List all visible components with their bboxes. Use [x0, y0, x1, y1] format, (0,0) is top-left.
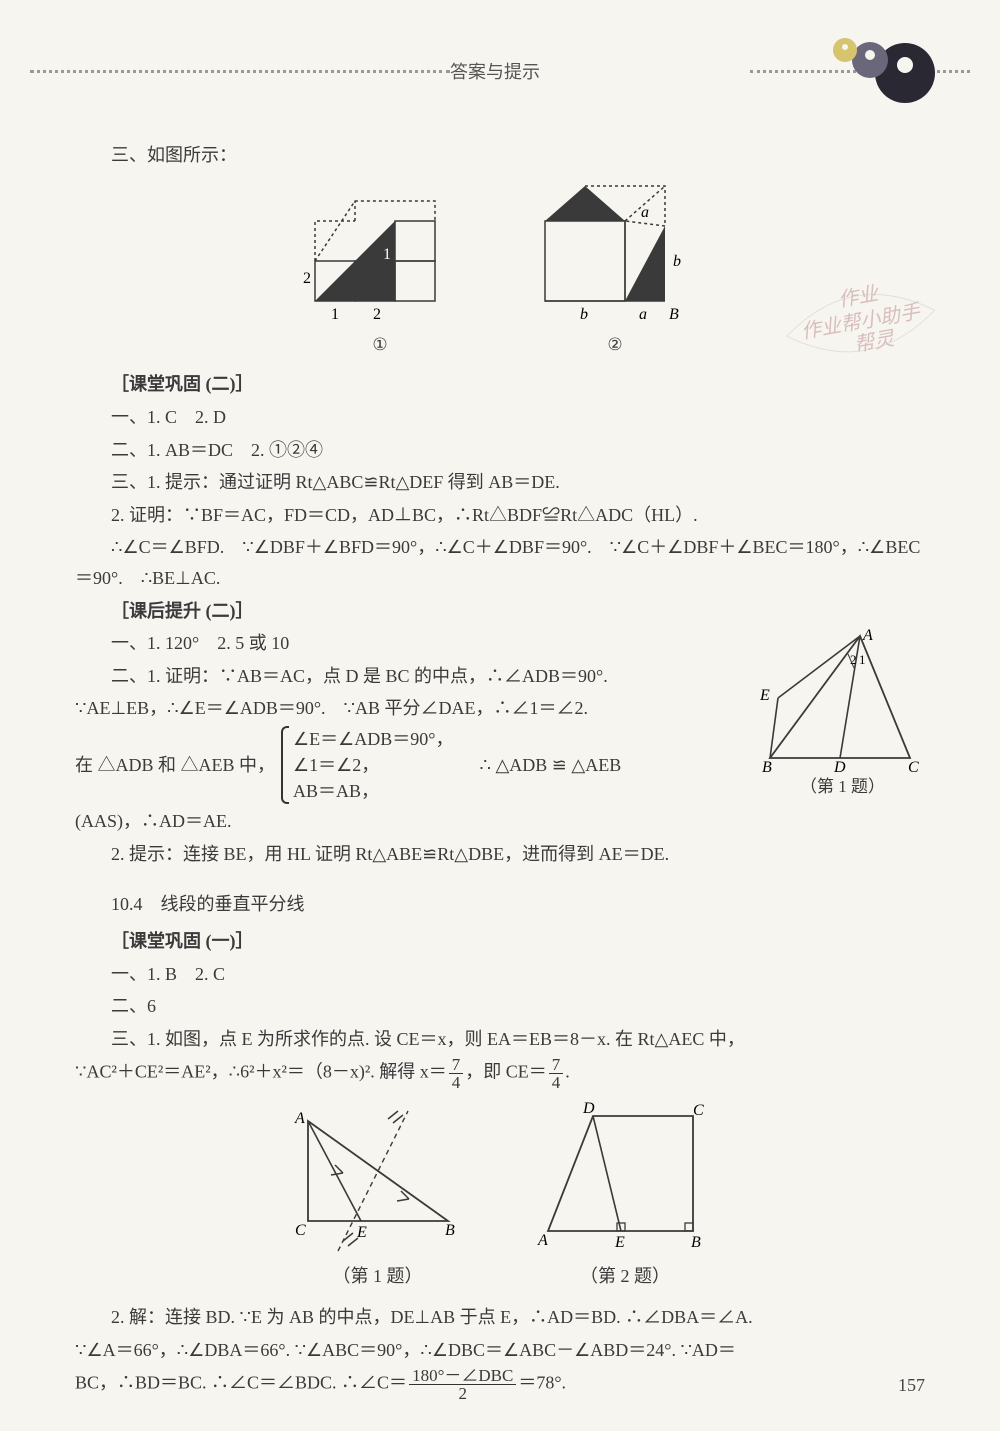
svg-text:D: D — [833, 759, 846, 773]
svg-text:E: E — [356, 1224, 367, 1241]
svg-text:B: B — [762, 759, 772, 773]
ktgg2-l5: ∴∠C＝∠BFD. ∵∠DBF＋∠BFD＝90°，∴∠C＋∠DBF＝90°. ∵… — [75, 532, 925, 593]
svg-text:b: b — [580, 306, 588, 323]
page-number: 157 — [898, 1375, 925, 1396]
frac1: 74 — [449, 1056, 464, 1091]
s104-sub: ［课堂巩固 (一)］ — [75, 926, 925, 957]
s104-title: 10.4 线段的垂直平分线 — [75, 889, 925, 920]
khts2-figure: A B D C E 2 1 （第 1 题） — [760, 628, 925, 802]
svg-text:B: B — [691, 1234, 701, 1251]
svg-text:C: C — [295, 1222, 306, 1239]
svg-text:E: E — [614, 1234, 625, 1251]
svg-text:E: E — [760, 687, 770, 704]
s104-figure-1: A C E B （第 1 题） — [283, 1101, 473, 1292]
page-header-title: 答案与提示 — [450, 58, 540, 84]
svg-text:C: C — [693, 1102, 704, 1119]
ktgg2-l4: 2. 证明：∵BF＝AC，FD＝CD，AD⊥BC，∴Rt△BDF≌Rt△ADC（… — [75, 500, 925, 531]
figure-2-caption: ② — [525, 331, 705, 360]
s104-l3b: ∵AC²＋CE²＝AE²，∴6²＋x²＝（8－x)². 解得 x＝74，即 CE… — [75, 1056, 925, 1091]
section3-head: 三、如图所示： — [75, 140, 925, 171]
khts2-l2d: (AAS)，∴AD＝AE. — [75, 806, 925, 837]
svg-text:2: 2 — [373, 306, 381, 323]
figure-2: a b b a B ② — [525, 181, 705, 360]
svg-text:1: 1 — [383, 246, 391, 263]
khts2-l3: 2. 提示：连接 BE，用 HL 证明 Rt△ABE≌Rt△DBE，进而得到 A… — [75, 839, 925, 870]
s104-sol2c-pre: BC，∴BD＝BC. ∴∠C＝∠BDC. ∴∠C＝ — [75, 1373, 407, 1393]
s104-sol2c: BC，∴BD＝BC. ∴∠C＝∠BDC. ∴∠C＝180°－∠DBC2＝78°. — [75, 1367, 925, 1402]
s104-fig1-caption: （第 1 题） — [283, 1261, 473, 1292]
svg-text:b: b — [673, 253, 681, 270]
s104-sol2c-end: ＝78°. — [518, 1373, 566, 1393]
svg-text:A: A — [294, 1110, 305, 1127]
brace-r2: ∠1＝∠2， — [293, 752, 453, 778]
ktgg2-l3: 三、1. 提示：通过证明 Rt△ABC≌Rt△DEF 得到 AB＝DE. — [75, 467, 925, 498]
figure-1: 2 1 1 2 ① — [295, 181, 465, 360]
s104-fig2-caption: （第 2 题） — [533, 1261, 718, 1292]
s104-l3b-pre: ∵AC²＋CE²＝AE²，∴6²＋x²＝（8－x)². 解得 x＝ — [75, 1062, 447, 1082]
s104-l3b-end: . — [565, 1062, 570, 1082]
figure-row-bottom: A C E B （第 1 题） A E B C D （第 2 题） — [75, 1101, 925, 1292]
brace-r3: AB＝AB， — [293, 778, 453, 804]
svg-text:A: A — [862, 628, 873, 644]
s104-sol2b: ∵∠A＝66°，∴∠DBA＝66°. ∵∠ABC＝90°，∴∠DBC＝∠ABC－… — [75, 1335, 925, 1366]
header-dots-left — [30, 70, 450, 73]
s104-l3a: 三、1. 如图，点 E 为所求作的点. 设 CE＝x，则 EA＝EB＝8－x. … — [75, 1024, 925, 1055]
khts2-figure-caption: （第 1 题） — [760, 773, 925, 802]
khts2-l2c-post: ∴ △ADB ≌ △AEB — [480, 750, 622, 781]
brace-icon — [281, 726, 289, 804]
logo — [800, 25, 940, 105]
s104-l1: 一、1. B 2. C — [75, 959, 925, 990]
figure-1-caption: ① — [295, 331, 465, 360]
svg-text:B: B — [669, 306, 679, 323]
khts2-title: ［课后提升 (二)］ — [75, 596, 925, 627]
svg-text:C: C — [908, 759, 919, 773]
svg-text:2: 2 — [850, 652, 857, 667]
svg-text:D: D — [582, 1101, 595, 1117]
svg-text:1: 1 — [859, 652, 866, 667]
frac2: 74 — [549, 1056, 564, 1091]
svg-text:作业: 作业 — [837, 283, 882, 312]
s104-sol2a: 2. 解：连接 BD. ∵E 为 AB 的中点，DE⊥AB 于点 E，∴AD＝B… — [75, 1302, 925, 1333]
svg-text:A: A — [537, 1232, 548, 1249]
svg-text:2: 2 — [303, 270, 311, 287]
brace-group: ∠E＝∠ADB＝90°， ∠1＝∠2， AB＝AB， — [281, 726, 453, 804]
svg-text:B: B — [445, 1222, 455, 1239]
brace-r1: ∠E＝∠ADB＝90°， — [293, 726, 453, 752]
khts2-l2c: 在 △ADB 和 △AEB 中， ∠E＝∠ADB＝90°， ∠1＝∠2， AB＝… — [75, 726, 750, 804]
s104-l2: 二、6 — [75, 991, 925, 1022]
frac3: 180°－∠DBC2 — [409, 1367, 516, 1402]
ktgg2-l1: 一、1. C 2. D — [75, 402, 925, 433]
svg-text:1: 1 — [331, 306, 339, 323]
khts2-l2c-pre: 在 △ADB 和 △AEB 中， — [75, 750, 275, 781]
s104-l3b-mid: ，即 CE＝ — [465, 1062, 547, 1082]
svg-text:a: a — [639, 306, 647, 323]
s104-figure-2: A E B C D （第 2 题） — [533, 1101, 718, 1292]
svg-text:a: a — [641, 204, 649, 221]
ktgg2-l2: 二、1. AB＝DC 2. ①②④ — [75, 435, 925, 466]
